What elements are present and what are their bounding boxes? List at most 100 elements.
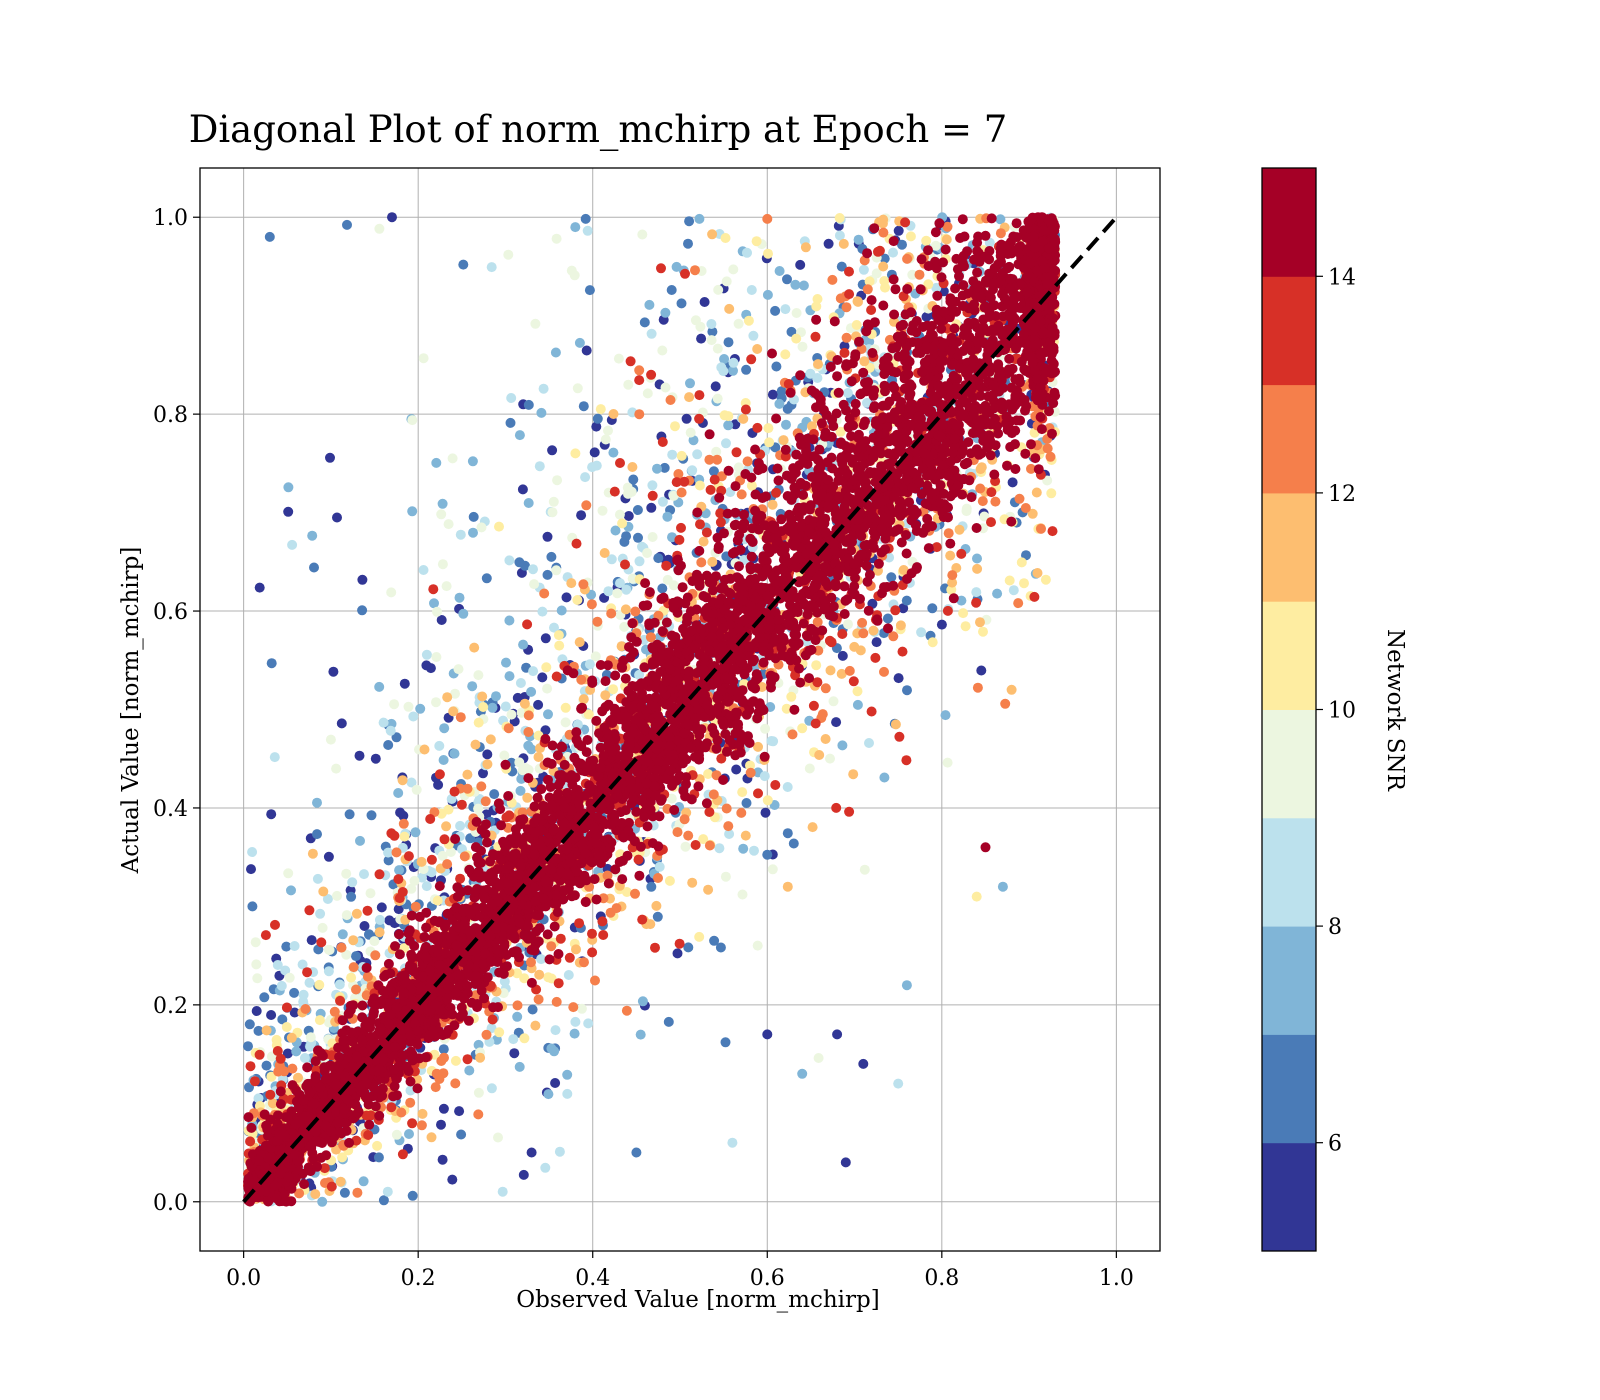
scatter-point <box>646 881 657 892</box>
scatter-point <box>633 532 643 543</box>
scatter-point <box>395 807 406 818</box>
scatter-point <box>586 599 597 610</box>
scatter-point <box>584 659 595 670</box>
scatter-point <box>603 586 614 597</box>
scatter-point <box>322 894 333 904</box>
scatter-point <box>620 604 631 615</box>
scatter-point <box>879 772 890 783</box>
scatter-point <box>752 422 763 433</box>
scatter-point <box>357 605 368 616</box>
scatter-point <box>305 1032 316 1043</box>
scatter-point <box>247 847 258 857</box>
scatter-point <box>556 605 567 616</box>
scatter-point <box>310 1189 321 1200</box>
scatter-point <box>791 449 802 460</box>
scatter-point <box>797 723 808 734</box>
scatter-point <box>704 429 715 440</box>
scatter-point <box>888 247 898 258</box>
scatter-point <box>512 692 523 703</box>
scatter-point <box>639 317 650 328</box>
scatter-point <box>536 954 547 965</box>
scatter-point <box>265 1089 276 1100</box>
scatter-point <box>527 1004 538 1015</box>
scatter-point <box>493 1132 503 1143</box>
scatter-point <box>374 223 385 234</box>
scatter-point <box>580 897 591 908</box>
scatter-point <box>805 368 816 379</box>
scatter-point <box>631 1147 642 1158</box>
scatter-point <box>576 1003 587 1014</box>
scatter-point <box>857 617 868 628</box>
scatter-point <box>450 688 460 699</box>
scatter-point <box>374 869 385 880</box>
scatter-point <box>387 212 397 223</box>
scatter-point <box>668 490 679 501</box>
scatter-point <box>637 996 648 1007</box>
scatter-point <box>692 449 703 460</box>
scatter-point <box>336 942 347 953</box>
scatter-point <box>652 911 663 922</box>
scatter-point <box>568 1002 579 1013</box>
scatter-point <box>797 341 808 352</box>
scatter-point <box>449 748 460 759</box>
scatter-point <box>901 980 912 991</box>
scatter-point <box>374 927 385 938</box>
scatter-point <box>374 681 385 692</box>
scatter-point <box>634 870 645 881</box>
scatter-point <box>727 1137 738 1148</box>
scatter-point <box>823 238 834 249</box>
scatter-point <box>786 691 797 702</box>
scatter-point <box>662 511 673 522</box>
scatter-point <box>721 276 732 287</box>
scatter-point <box>971 587 982 598</box>
scatter-point <box>976 665 987 676</box>
scatter-point <box>449 786 460 797</box>
scatter-point <box>319 1163 330 1174</box>
scatter-point <box>811 660 822 671</box>
scatter-point <box>972 246 983 257</box>
scatter-point <box>610 864 621 875</box>
scatter-point <box>533 752 544 762</box>
scatter-point <box>245 1061 256 1072</box>
scatter-point <box>441 581 452 592</box>
scatter-point <box>746 480 757 491</box>
scatter-point <box>430 1082 441 1093</box>
scatter-point <box>363 1130 374 1140</box>
scatter-point <box>543 1089 554 1100</box>
scatter-point <box>266 1071 277 1082</box>
scatter-point <box>683 942 694 953</box>
scatter-point <box>332 890 342 901</box>
scatter-point <box>351 908 362 919</box>
scatter-point <box>553 978 564 989</box>
scatter-point <box>541 662 552 673</box>
scatter-point <box>812 617 823 627</box>
scatter-point <box>787 729 798 740</box>
scatter-point <box>522 792 533 803</box>
scatter-point <box>312 829 322 840</box>
scatter-point <box>514 757 525 768</box>
scatter-point <box>572 595 583 605</box>
scatter-point <box>366 1110 376 1121</box>
scatter-point <box>281 941 292 952</box>
scatter-point <box>544 954 555 965</box>
scatter-point <box>890 719 901 730</box>
scatter-point <box>709 474 720 485</box>
scatter-point <box>272 960 283 970</box>
scatter-point <box>612 588 623 599</box>
scatter-point <box>370 950 381 961</box>
scatter-point <box>853 234 864 245</box>
scatter-point <box>742 456 753 467</box>
scatter-point <box>406 777 417 788</box>
scatter-point <box>606 608 617 619</box>
scatter-point <box>551 233 562 244</box>
scatter-point <box>478 768 488 779</box>
scatter-point <box>473 717 484 728</box>
scatter-point <box>844 289 855 300</box>
scatter-point <box>858 1058 869 1069</box>
scatter-point <box>410 827 421 838</box>
scatter-point <box>455 820 466 831</box>
scatter-point <box>537 606 548 617</box>
scatter-point <box>603 878 614 889</box>
scatter-point <box>971 523 982 533</box>
scatter-point <box>634 409 645 420</box>
